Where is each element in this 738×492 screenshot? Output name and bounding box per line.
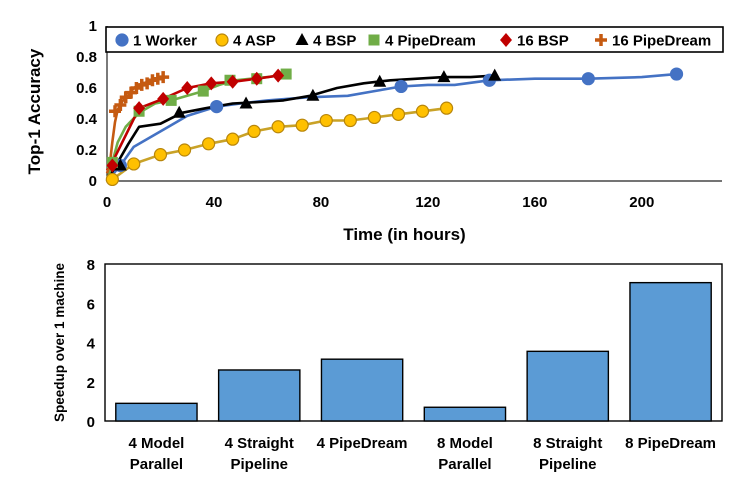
category-label: 4 Model [128, 435, 184, 452]
bar-5 [526, 350, 610, 422]
marker-16-bsp [133, 101, 146, 116]
bar-2 [217, 369, 301, 422]
marker-16-pipedream [114, 99, 127, 112]
y-tick-label: 4 [87, 336, 96, 353]
category-label: 8 PipeDream [625, 435, 716, 452]
x-tick-label: 160 [522, 194, 547, 211]
bar-1 [115, 402, 198, 422]
legend-label-16-pipedream: 16 PipeDream [612, 33, 711, 50]
y-tick-label: 0.4 [76, 111, 98, 128]
category-label: Pipeline [230, 456, 288, 473]
legend-marker-16-bsp [500, 33, 512, 47]
legend-label-16-bsp: 16 BSP [517, 33, 569, 50]
marker-4-asp [177, 143, 192, 157]
plot-frame [104, 263, 723, 422]
marker-4-asp [415, 104, 430, 118]
marker-4-asp [271, 120, 285, 134]
y-axis-label: Speedup over 1 machine [52, 262, 67, 422]
marker-4-bsp [172, 105, 186, 118]
marker-4-asp [202, 137, 216, 151]
series-line-4-bsp [105, 74, 495, 182]
marker-4-asp [153, 148, 168, 162]
marker-4-bsp [437, 70, 451, 83]
marker-4-asp [319, 113, 333, 128]
marker-4-bsp [306, 88, 320, 101]
category-label: 8 Straight [533, 435, 602, 452]
x-axis-label: Time (in hours) [343, 225, 465, 244]
marker-16-bsp [205, 76, 218, 91]
category-label: Parallel [130, 456, 183, 473]
marker-4-pipedream [280, 68, 292, 80]
x-tick-label: 200 [629, 194, 654, 211]
marker-1-worker [394, 79, 408, 94]
series-line-1-worker [106, 72, 677, 182]
marker-1-worker [210, 99, 224, 114]
legend-marker-4-asp [215, 33, 229, 47]
marker-4-pipedream [197, 85, 209, 97]
y-axis-label: Top-1 Accuracy [25, 48, 44, 174]
marker-4-asp [391, 107, 406, 121]
legend-label-4-pipedream: 4 PipeDream [385, 33, 476, 50]
category-label: Parallel [438, 456, 491, 473]
marker-4-asp [439, 101, 454, 115]
marker-16-pipedream [109, 105, 122, 118]
category-label: 4 Straight [225, 435, 294, 452]
x-tick-label: 0 [103, 194, 111, 211]
y-tick-label: 0 [87, 414, 95, 431]
marker-4-asp [226, 132, 240, 146]
marker-16-bsp [226, 74, 239, 89]
x-tick-label: 40 [206, 194, 223, 211]
marker-16-bsp [250, 71, 263, 86]
accuracy-line-chart: 0 0.2 0.4 0.6 0.8 1 0 40 80 120 160 200 Time (in hou… [25, 18, 724, 244]
legend-label-4-bsp: 4 BSP [313, 33, 356, 50]
category-label: 8 Model [437, 435, 493, 452]
marker-4-asp [343, 113, 357, 128]
y-tick-label: 6 [87, 296, 95, 313]
y-tick-label: 8 [87, 257, 95, 274]
legend: 1 Worker 4 ASP 4 BSP 4 PipeDream 16 BSP 16 Pi… [105, 26, 724, 53]
marker-4-bsp [488, 68, 502, 81]
legend-marker-16-pipedream [595, 34, 607, 46]
x-tick-label: 120 [415, 194, 440, 211]
speedup-bar-chart: 0 2 4 6 8 Speedup over 1 machine 4 Model Parall… [52, 257, 723, 473]
marker-4-asp [105, 172, 119, 187]
legend-label-1-worker: 1 Worker [133, 33, 197, 50]
y-tick-label: 0.6 [76, 80, 97, 97]
bar-4 [423, 406, 507, 422]
marker-16-bsp [106, 158, 119, 173]
y-tick-label: 1 [89, 18, 97, 35]
legend-marker-4-pipedream [368, 34, 380, 46]
marker-1-worker [669, 67, 684, 81]
marker-4-asp [127, 157, 141, 171]
marker-4-pipedream [165, 94, 177, 106]
bar-3 [320, 358, 404, 422]
legend-marker-1-worker [115, 33, 129, 47]
y-tick-label: 0 [89, 173, 97, 190]
y-tick-label: 2 [87, 375, 95, 392]
category-label: Pipeline [539, 456, 597, 473]
marker-16-pipedream [157, 71, 170, 84]
marker-4-bsp [239, 96, 253, 109]
marker-16-bsp [272, 68, 285, 83]
marker-4-bsp [373, 74, 387, 87]
legend-box [105, 26, 724, 53]
x-tick-label: 80 [313, 194, 330, 211]
category-label: 4 PipeDream [317, 435, 408, 452]
y-tick-label: 0.2 [76, 142, 97, 159]
bar-6 [629, 281, 712, 422]
marker-16-bsp [181, 81, 194, 95]
legend-label-4-asp: 4 ASP [233, 33, 276, 50]
marker-1-worker [581, 72, 595, 86]
marker-4-asp [295, 118, 309, 132]
marker-16-bsp [157, 91, 170, 106]
marker-4-asp [247, 124, 261, 138]
legend-marker-4-bsp [295, 33, 309, 45]
marker-4-asp [367, 110, 381, 125]
y-tick-label: 0.8 [76, 49, 97, 66]
